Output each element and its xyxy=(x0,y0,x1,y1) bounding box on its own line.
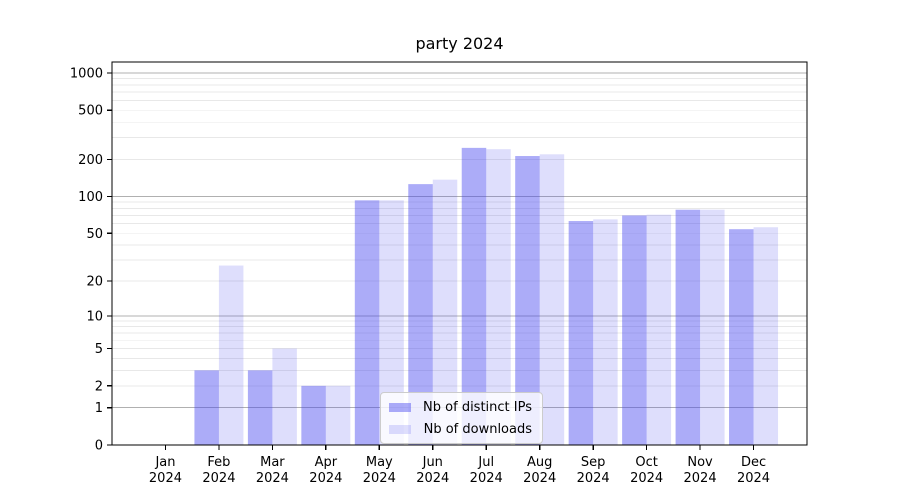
x-tick-label-month-may: May xyxy=(366,455,393,470)
legend-row-distinct-ips: Nb of distinct IPs xyxy=(389,398,532,416)
x-tick-label-year-aug: 2024 xyxy=(523,471,556,486)
x-tick-label-year-mar: 2024 xyxy=(256,471,289,486)
x-tick-label-year-feb: 2024 xyxy=(202,471,235,486)
x-tick-label-month-sep: Sep xyxy=(581,455,606,470)
y-tick-label-5: 5 xyxy=(95,342,103,357)
bar-oct-distinct-ips xyxy=(622,215,647,445)
chart-title: party 2024 xyxy=(415,34,504,53)
bar-dec-distinct-ips xyxy=(729,229,754,445)
x-tick-label-year-may: 2024 xyxy=(363,471,396,486)
y-tick-label-500: 500 xyxy=(78,104,103,119)
x-tick-label-month-feb: Feb xyxy=(207,455,230,470)
x-tick-label-month-jul: Jul xyxy=(477,455,494,470)
x-tick-label-year-dec: 2024 xyxy=(737,471,770,486)
y-tick-label-200: 200 xyxy=(78,153,103,168)
x-tick-label-month-oct: Oct xyxy=(635,455,657,470)
bar-may-distinct-ips xyxy=(354,200,380,445)
bar-mar-downloads xyxy=(272,348,297,445)
y-tick-label-0: 0 xyxy=(95,439,103,454)
x-tick-label-year-apr: 2024 xyxy=(309,471,342,486)
x-tick-label-month-nov: Nov xyxy=(687,455,713,470)
x-tick-label-year-nov: 2024 xyxy=(684,471,717,486)
x-tick-label-year-oct: 2024 xyxy=(630,471,663,486)
bar-sep-distinct-ips xyxy=(568,221,594,445)
bar-feb-distinct-ips xyxy=(194,370,219,445)
bar-oct-downloads xyxy=(646,214,672,445)
x-tick-label-month-dec: Dec xyxy=(741,455,766,470)
y-tick-label-2: 2 xyxy=(95,379,103,394)
legend-swatch-distinct-ips-icon xyxy=(389,402,411,412)
x-tick-label-year-jan: 2024 xyxy=(149,471,182,486)
y-tick-label-50: 50 xyxy=(86,227,103,242)
bar-apr-distinct-ips xyxy=(301,385,326,445)
x-tick-label-year-jun: 2024 xyxy=(416,471,449,486)
legend-swatch-downloads-icon xyxy=(389,424,411,434)
legend-label-downloads: Nb of downloads xyxy=(423,421,532,437)
y-tick-label-1: 1 xyxy=(95,401,103,416)
y-tick-label-20: 20 xyxy=(86,275,103,290)
x-tick-label-month-jun: Jun xyxy=(422,455,443,470)
bar-feb-downloads xyxy=(218,265,244,445)
x-tick-label-month-apr: Apr xyxy=(315,455,338,470)
bar-apr-downloads xyxy=(325,385,351,445)
legend-row-downloads: Nb of downloads xyxy=(389,420,532,438)
bar-nov-downloads xyxy=(700,209,725,445)
x-tick-label-year-sep: 2024 xyxy=(577,471,610,486)
y-tick-label-1000: 1000 xyxy=(70,66,103,81)
legend-label-distinct-ips: Nb of distinct IPs xyxy=(423,399,532,415)
bar-dec-downloads xyxy=(753,227,779,445)
y-tick-label-10: 10 xyxy=(86,309,103,324)
y-tick-label-100: 100 xyxy=(78,190,103,205)
legend: Nb of distinct IPs Nb of downloads xyxy=(380,392,543,444)
bar-mar-distinct-ips xyxy=(247,370,273,445)
bar-nov-distinct-ips xyxy=(675,209,701,445)
bar-sep-downloads xyxy=(593,219,618,445)
x-tick-label-month-jan: Jan xyxy=(154,455,175,470)
x-tick-label-month-aug: Aug xyxy=(527,455,552,470)
x-tick-label-month-mar: Mar xyxy=(260,455,285,470)
x-tick-label-year-jul: 2024 xyxy=(470,471,503,486)
bar-aug-downloads xyxy=(539,154,565,446)
axes-frame xyxy=(111,61,808,446)
